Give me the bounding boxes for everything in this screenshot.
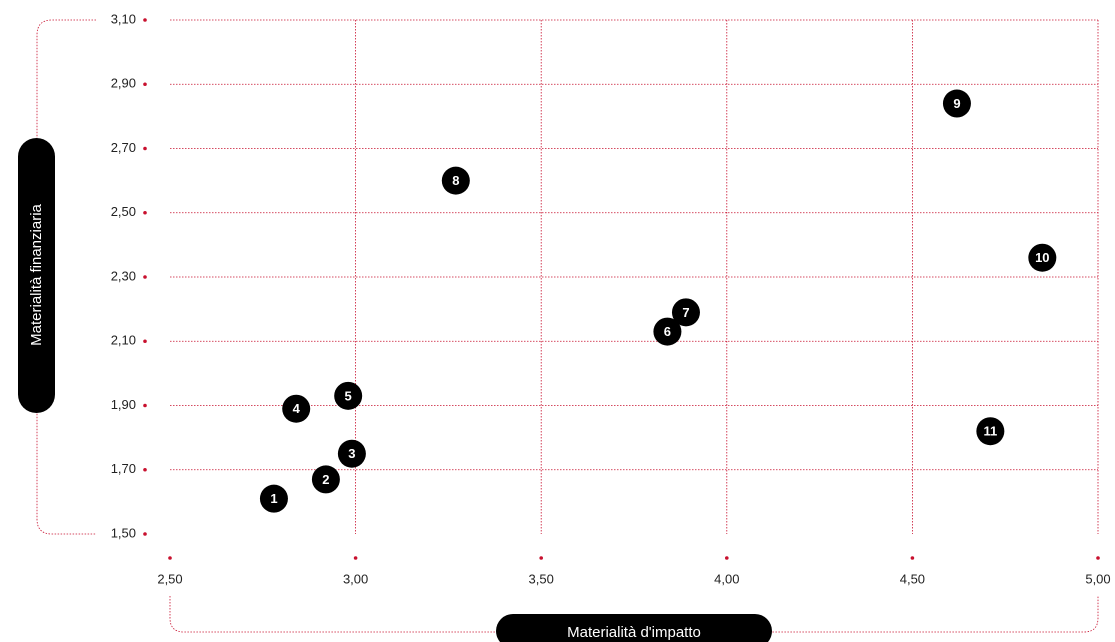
y-tick-dot <box>143 211 147 215</box>
data-point-label: 10 <box>1035 250 1049 265</box>
data-point: 2 <box>312 465 340 493</box>
y-tick-label: 1,90 <box>111 397 136 412</box>
data-point: 4 <box>282 395 310 423</box>
y-tick-label: 2,90 <box>111 76 136 91</box>
y-tick-label: 2,30 <box>111 268 136 283</box>
data-point: 8 <box>442 167 470 195</box>
data-point-label: 6 <box>664 324 671 339</box>
y-tick-dot <box>143 275 147 279</box>
data-point-label: 9 <box>953 96 960 111</box>
x-tick-dot <box>725 556 729 560</box>
x-tick-dot <box>1096 556 1100 560</box>
data-point: 10 <box>1028 244 1056 272</box>
y-tick-dot <box>143 404 147 408</box>
x-tick-dot <box>539 556 543 560</box>
y-tick-dot <box>143 468 147 472</box>
data-point: 1 <box>260 485 288 513</box>
y-tick-label: 2,10 <box>111 333 136 348</box>
data-point-label: 4 <box>293 401 301 416</box>
y-tick-dot <box>143 532 147 536</box>
y-tick-dot <box>143 18 147 22</box>
x-tick-dot <box>354 556 358 560</box>
data-point: 5 <box>334 382 362 410</box>
data-point-label: 5 <box>345 388 352 403</box>
x-tick-label: 3,50 <box>529 571 554 586</box>
data-point: 3 <box>338 440 366 468</box>
y-axis-title-pill: Materialità finanziaria <box>18 138 55 413</box>
x-tick-label: 2,50 <box>157 571 182 586</box>
data-point-label: 1 <box>270 491 277 506</box>
x-tick-dot <box>168 556 172 560</box>
y-tick-label: 1,50 <box>111 525 136 540</box>
data-point: 9 <box>943 90 971 118</box>
axis-brackets <box>37 20 1098 632</box>
y-axis-title: Materialità finanziaria <box>28 203 45 345</box>
y-tick-dot <box>143 147 147 151</box>
y-tick-dot <box>143 82 147 86</box>
data-point-label: 2 <box>322 472 329 487</box>
x-axis-title: Materialità d'impatto <box>567 624 701 641</box>
y-axis-ticks: 1,50 1,70 1,90 2,10 2,30 2,50 2,70 2,90 3,10 <box>111 11 147 540</box>
y-tick-label: 2,70 <box>111 140 136 155</box>
x-axis-ticks: 2,50 3,00 3,50 4,00 4,50 5,00 <box>157 556 1110 586</box>
data-point-label: 11 <box>983 424 997 439</box>
data-point-label: 8 <box>452 173 459 188</box>
y-tick-label: 3,10 <box>111 11 136 26</box>
x-tick-dot <box>911 556 915 560</box>
y-tick-label: 1,70 <box>111 461 136 476</box>
data-point: 7 <box>672 298 700 326</box>
x-axis-title-pill: Materialità d'impatto <box>496 614 772 642</box>
data-point: 11 <box>976 417 1004 445</box>
data-point-label: 7 <box>682 305 689 320</box>
x-tick-label: 5,00 <box>1085 571 1110 586</box>
x-tick-label: 4,00 <box>714 571 739 586</box>
y-tick-dot <box>143 339 147 343</box>
x-tick-label: 3,00 <box>343 571 368 586</box>
y-tick-label: 2,50 <box>111 204 136 219</box>
data-point-label: 3 <box>348 446 355 461</box>
data-points: 1 2 3 4 5 67 8 9 10 11 <box>260 90 1056 513</box>
x-tick-label: 4,50 <box>900 571 925 586</box>
